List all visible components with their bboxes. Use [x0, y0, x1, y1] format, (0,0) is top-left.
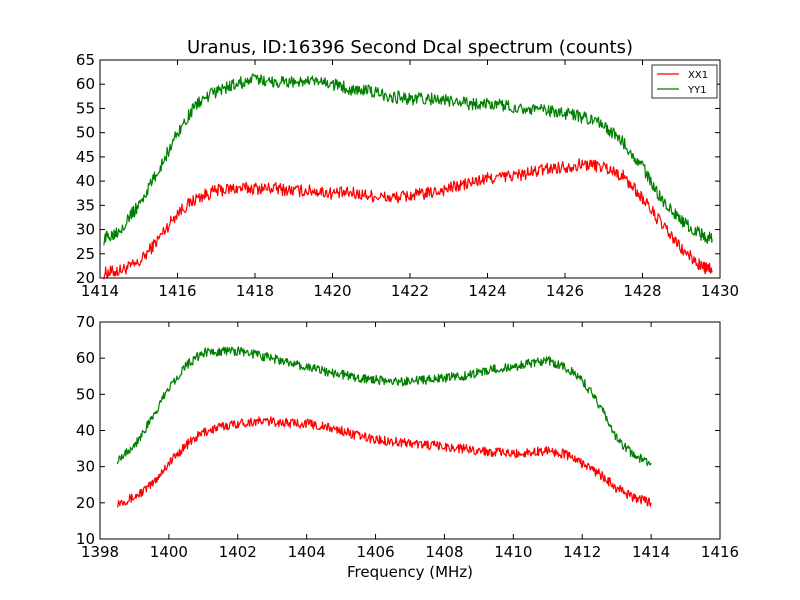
x-tick-label: 1428 — [623, 282, 661, 300]
x-tick-label: 1410 — [494, 543, 532, 561]
top-panel: 1414 1416 1418 1420 1422 1424 1426 1428 1430 20 25… — [76, 51, 739, 300]
top-panel-frame — [99, 59, 721, 279]
y-tick-label: 65 — [76, 51, 95, 69]
legend: XX1 YY1 — [651, 64, 718, 99]
legend-label-yy1: YY1 — [687, 85, 707, 96]
x-tick-label: 1402 — [219, 543, 257, 561]
series-line-yy1 — [103, 73, 713, 246]
series-line-yy1 — [116, 346, 652, 467]
legend-box — [651, 64, 718, 99]
x-tick-label: 1414 — [632, 543, 670, 561]
x-tick-label: 1406 — [356, 543, 394, 561]
bottom-panel-frame — [99, 321, 721, 540]
bottom-panel-ticks: 1398 1400 1402 1404 1406 1408 1410 1412 1414 1416… — [76, 313, 739, 561]
x-tick-label: 1416 — [158, 282, 196, 300]
y-tick-label: 35 — [76, 196, 95, 214]
x-tick-label: 1420 — [313, 282, 351, 300]
x-tick-label: 1424 — [468, 282, 506, 300]
y-tick-label: 25 — [76, 245, 95, 263]
series-line-xx1 — [103, 158, 713, 280]
x-axis-label: Frequency (MHz) — [347, 563, 473, 581]
y-tick-label: 10 — [76, 530, 95, 548]
y-tick-label: 45 — [76, 148, 95, 166]
y-tick-label: 30 — [76, 458, 95, 476]
y-tick-label: 55 — [76, 99, 95, 117]
y-tick-label: 70 — [76, 313, 95, 331]
top-panel-lines — [103, 73, 713, 280]
series-line-xx1 — [116, 416, 652, 508]
y-tick-label: 20 — [76, 494, 95, 512]
chart-title: Uranus, ID:16396 Second Dcal spectrum (c… — [187, 37, 633, 58]
x-tick-label: 1418 — [236, 282, 274, 300]
y-tick-label: 40 — [76, 422, 95, 440]
x-tick-label: 1430 — [701, 282, 739, 300]
x-tick-label: 1404 — [288, 543, 326, 561]
legend-label-xx1: XX1 — [688, 70, 708, 81]
x-tick-label: 1416 — [701, 543, 739, 561]
bottom-panel: 1398 1400 1402 1404 1406 1408 1410 1412 1414 1416… — [76, 313, 739, 561]
x-tick-label: 1422 — [391, 282, 429, 300]
x-tick-label: 1398 — [81, 543, 119, 561]
x-tick-label: 1412 — [563, 543, 601, 561]
y-tick-label: 50 — [76, 385, 95, 403]
x-tick-label: 1408 — [425, 543, 463, 561]
x-tick-label: 1414 — [81, 282, 119, 300]
x-tick-label: 1426 — [546, 282, 584, 300]
y-tick-label: 60 — [76, 349, 95, 367]
y-tick-label: 50 — [76, 124, 95, 142]
y-tick-label: 40 — [76, 172, 95, 190]
y-tick-label: 60 — [76, 75, 95, 93]
bottom-panel-lines — [116, 346, 652, 508]
y-tick-label: 30 — [76, 221, 95, 239]
y-tick-label: 20 — [76, 269, 95, 287]
x-tick-label: 1400 — [150, 543, 188, 561]
top-panel-ticks: 1414 1416 1418 1420 1422 1424 1426 1428 1430 20 25… — [76, 51, 739, 300]
